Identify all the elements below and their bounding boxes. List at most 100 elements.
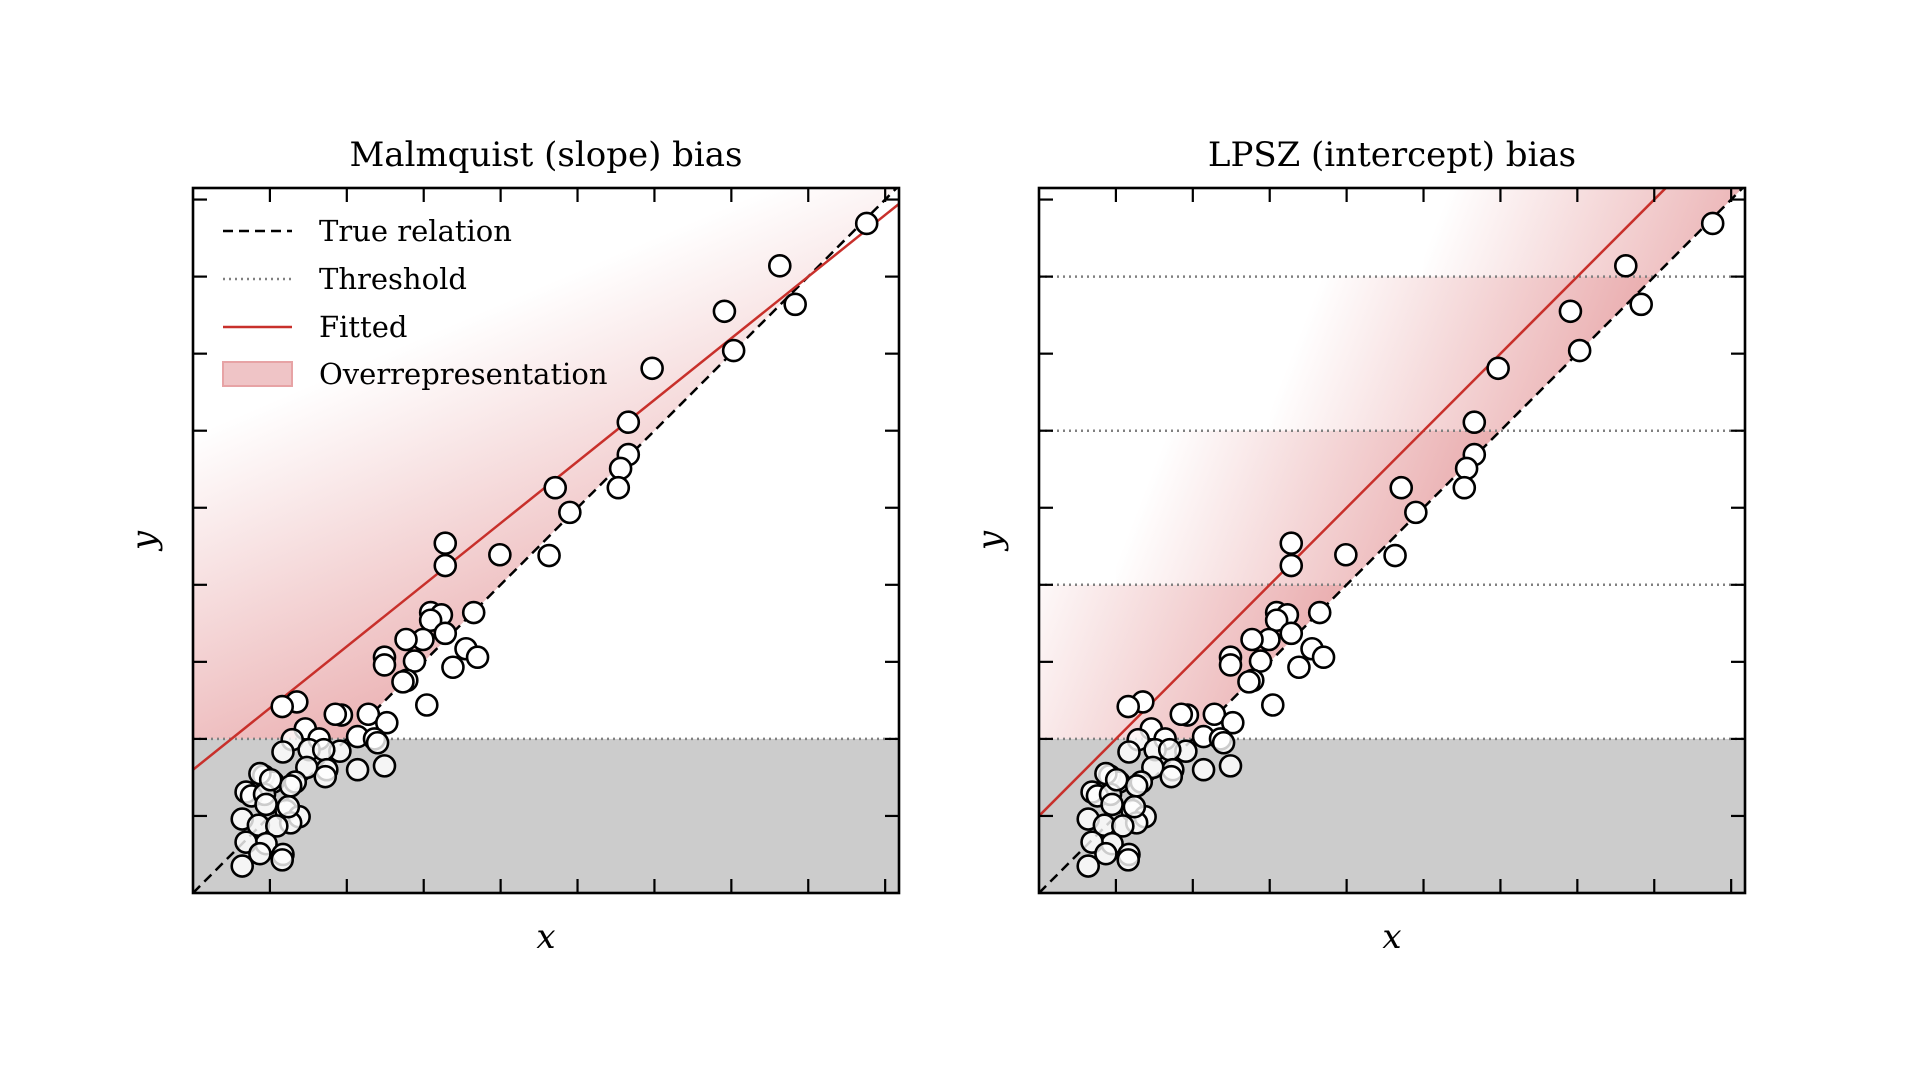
data-point (783, 292, 807, 317)
plot-area (1039, 188, 1745, 893)
data-point (543, 475, 568, 500)
legend-fitted: Fitted (319, 310, 407, 344)
data-point (365, 730, 390, 755)
data-point (558, 500, 582, 525)
data-point (1221, 710, 1245, 735)
data-point (1094, 841, 1118, 866)
axes-frame (1037, 186, 1747, 895)
overrepresentation-region (193, 188, 897, 739)
y-axis-label: y (970, 530, 1010, 552)
panel-1: Malmquist (slope) bias x y (124, 135, 901, 957)
data-point (1169, 702, 1194, 727)
plot-area (193, 188, 899, 893)
data-point (391, 670, 415, 694)
data-point (230, 854, 255, 878)
data-point (1117, 740, 1141, 764)
data-point (265, 814, 289, 838)
data-point (1237, 670, 1261, 694)
fitted-line (1039, 188, 1668, 817)
data-point (1240, 627, 1264, 652)
data-point (1116, 694, 1141, 719)
data-point (1404, 500, 1428, 525)
data-point (270, 848, 295, 872)
data-point (1383, 543, 1407, 568)
data-point (1452, 475, 1477, 500)
data-point (1307, 600, 1332, 625)
data-point (1454, 456, 1479, 481)
data-point (1279, 531, 1304, 555)
data-point (854, 211, 879, 236)
data-point (1100, 792, 1124, 817)
data-point (1700, 211, 1725, 236)
data-point (1076, 854, 1101, 878)
data-point (616, 410, 641, 435)
data-point (1389, 475, 1414, 500)
data-point (1104, 767, 1129, 792)
data-point (1116, 848, 1141, 872)
data-point (1248, 649, 1273, 673)
data-point (433, 531, 458, 555)
data-point (1279, 553, 1304, 578)
data-point (345, 757, 370, 782)
data-point (1567, 338, 1592, 363)
data-point (402, 649, 427, 673)
data-point (372, 754, 397, 778)
data-point (608, 456, 633, 481)
legend: True relation Threshold Fitted Overrepre… (222, 214, 608, 391)
legend-threshold: Threshold (319, 262, 467, 296)
data-point (375, 710, 399, 735)
data-point (606, 475, 631, 500)
data-point (1124, 774, 1149, 798)
data-point (712, 299, 737, 324)
data-point (1311, 645, 1336, 670)
data-point (248, 841, 272, 866)
data-point (1260, 693, 1285, 717)
data-point (276, 794, 301, 819)
data-point (640, 356, 664, 381)
data-point (465, 645, 490, 670)
data-point (323, 702, 348, 727)
legend-true-relation: True relation (319, 214, 512, 248)
overrepresentation-band (1115, 430, 1501, 585)
data-point (1334, 542, 1358, 567)
data-point (1613, 254, 1638, 278)
data-point (1287, 655, 1311, 680)
legend-overrepresentation: Overrepresentation (319, 357, 608, 391)
data-point (311, 737, 336, 762)
data-point (1218, 754, 1243, 778)
x-axis-label: x (536, 917, 555, 957)
panel-2: LPSZ (intercept) bias x y (970, 135, 1747, 957)
data-point (721, 338, 746, 363)
data-point (1558, 299, 1583, 324)
data-point (1159, 764, 1184, 789)
data-point (1111, 814, 1135, 838)
data-point (441, 655, 465, 680)
data-point (394, 627, 418, 652)
data-point (254, 792, 278, 817)
data-point (433, 621, 458, 646)
data-point (1211, 730, 1236, 755)
data-point (767, 254, 792, 278)
data-point (433, 553, 458, 578)
data-point (270, 694, 295, 719)
panel-title: LPSZ (intercept) bias (1208, 135, 1576, 175)
overrepresentation-band (1423, 188, 1743, 277)
axes-frame (191, 186, 901, 895)
x-axis-label: x (1382, 917, 1401, 957)
data-point (271, 740, 295, 764)
data-point (537, 543, 561, 568)
data-point (488, 542, 512, 567)
y-axis-label: y (124, 530, 164, 552)
data-point (1279, 621, 1304, 646)
overrepresentation-band (1269, 276, 1655, 431)
data-point (1157, 737, 1182, 762)
data-point (1218, 653, 1243, 677)
panel-title: Malmquist (slope) bias (349, 135, 742, 175)
data-point (1486, 356, 1510, 381)
data-point (1629, 292, 1653, 317)
data-point (258, 767, 283, 792)
data-point (461, 600, 486, 625)
data-point (278, 774, 303, 798)
data-point (372, 653, 397, 677)
